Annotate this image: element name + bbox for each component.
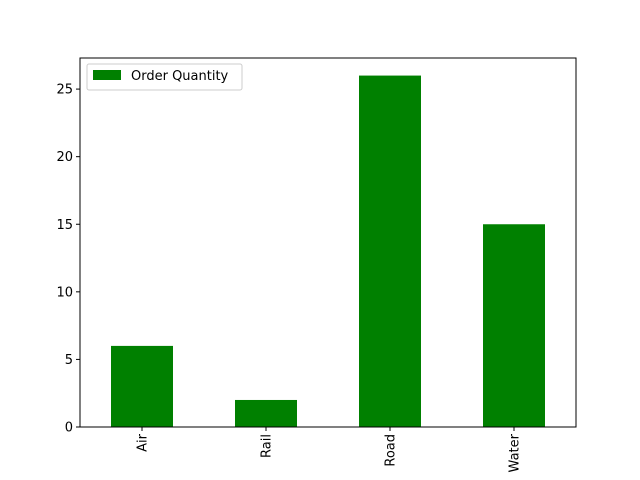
x-tick-label-water: Water xyxy=(508,433,523,472)
legend-box xyxy=(86,63,243,91)
bar-rail xyxy=(235,399,297,427)
y-tick-label: 20 xyxy=(56,150,73,165)
y-tick-label: 0 xyxy=(65,421,73,436)
bars xyxy=(111,75,545,428)
legend-swatch xyxy=(93,70,121,80)
x-tick-label-rail: Rail xyxy=(260,434,275,458)
y-tick-label: 5 xyxy=(65,353,73,368)
legend-label: Order Quantity xyxy=(131,69,229,84)
legend: Order Quantity xyxy=(86,63,243,91)
bar-water xyxy=(483,224,545,427)
y-tick-label: 10 xyxy=(56,285,73,300)
y-tick-label: 15 xyxy=(56,218,73,233)
y-tick-label: 25 xyxy=(56,83,73,98)
x-axis: Air Rail Road Water xyxy=(136,427,523,472)
plot-frame xyxy=(79,57,577,428)
bar-road xyxy=(359,75,421,428)
x-tick-label-air: Air xyxy=(136,433,151,452)
x-tick-label-road: Road xyxy=(384,434,399,467)
y-axis: 0 5 10 15 20 25 xyxy=(56,83,80,436)
bar-air xyxy=(111,345,173,427)
